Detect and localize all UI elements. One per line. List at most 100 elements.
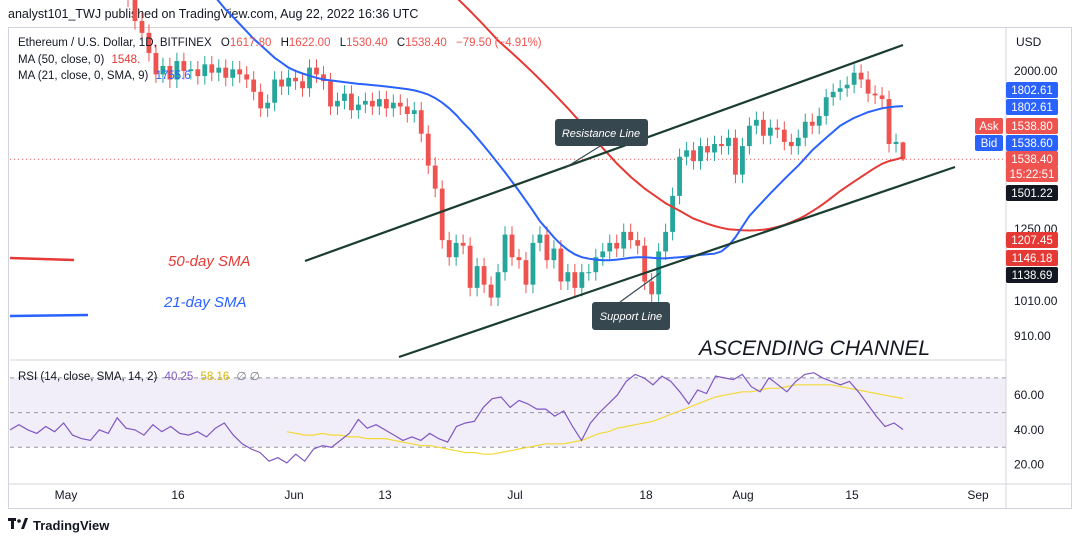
price-badge-label: Bid	[981, 138, 998, 150]
time-tick-label: Jun	[284, 488, 303, 502]
price-badge-label: Ask	[979, 121, 998, 133]
resistance-callout: Resistance Line	[555, 119, 648, 169]
candle-body	[495, 272, 501, 298]
price-badge	[1006, 82, 1058, 98]
price-badge	[1006, 118, 1058, 134]
rsi-axis[interactable]: 60.00 40.00 20.00	[1014, 388, 1044, 471]
c-label: C	[397, 37, 405, 49]
candle-body	[369, 100, 375, 107]
change-value: −79.50 (−4.91%)	[456, 37, 542, 49]
candle-body	[383, 99, 389, 109]
candle-body	[886, 99, 892, 144]
candle-body	[809, 121, 815, 126]
candle-body	[223, 67, 229, 78]
rsi-levels	[10, 377, 1006, 448]
candle-body	[230, 69, 236, 78]
candle-body	[300, 81, 305, 89]
price-badge	[1006, 250, 1058, 266]
time-tick-label: May	[55, 488, 78, 502]
tradingview-brand: TradingView	[33, 518, 110, 533]
time-tick-label: 15	[845, 488, 859, 502]
rsi-line	[9, 372, 904, 464]
candle-body	[767, 127, 773, 136]
candle-body	[802, 121, 808, 138]
ma21-legend-value: 1755.6	[156, 70, 191, 82]
price-tick-label: 910.00	[1014, 329, 1051, 343]
candle-body	[844, 84, 850, 89]
channel-upper-line	[304, 43, 904, 263]
candle-body	[488, 284, 494, 298]
candle-body	[733, 137, 738, 175]
time-tick-label: Sep	[967, 488, 989, 502]
candle-body	[816, 115, 822, 126]
candle-body	[663, 231, 669, 252]
candle-body	[202, 64, 208, 77]
candle-body	[879, 95, 885, 100]
candle-body	[760, 119, 766, 136]
candle-body	[216, 67, 222, 73]
candle-body	[362, 100, 368, 105]
o-label: O	[221, 37, 230, 49]
candle-body	[544, 234, 550, 261]
price-badge	[1006, 151, 1058, 167]
candle-body	[439, 188, 445, 241]
h-label: H	[281, 37, 289, 49]
candle-body	[418, 110, 424, 134]
candle-body	[335, 100, 340, 107]
candle-body	[565, 272, 571, 282]
candle-body	[328, 81, 333, 107]
candle-body	[509, 234, 515, 258]
ma50-legend[interactable]: MA (50, close, 0) 1548.	[18, 54, 140, 66]
candle-body	[558, 248, 564, 282]
candle-body	[621, 231, 627, 249]
candle-body	[209, 64, 215, 73]
candle-body	[397, 102, 403, 107]
ma50-line	[457, 0, 904, 232]
ohlc-legend[interactable]: Ethereum / U.S. Dollar, 1D, BITFINEX O16…	[18, 37, 542, 49]
ma50-legend-label: MA (50, close, 0)	[18, 54, 104, 66]
candle-body	[453, 242, 459, 258]
candle-body	[586, 272, 592, 274]
candle-body	[146, 32, 152, 53]
candle-body	[376, 99, 382, 107]
rsi-tick-label: 60.00	[1014, 388, 1044, 402]
l-value: 1530.40	[346, 37, 388, 49]
candle-body	[237, 69, 243, 75]
candle-body	[404, 106, 410, 115]
candles	[127, 0, 906, 307]
price-tick-label: 1010.00	[1014, 294, 1058, 308]
l-label: L	[340, 37, 347, 49]
candle-body	[160, 65, 166, 75]
candle-body	[851, 72, 857, 85]
candle-body	[677, 156, 682, 196]
candle-body	[656, 251, 662, 295]
rsi-tick-label: 20.00	[1014, 458, 1044, 472]
symbol-label: Ethereum / U.S. Dollar, 1D, BITFINEX	[18, 37, 212, 49]
time-tick-label: 13	[378, 488, 392, 502]
ma21-legend[interactable]: MA (21, close, 0, SMA, 9) 1755.6	[18, 70, 191, 82]
candle-body	[684, 150, 689, 157]
candle-body	[188, 69, 194, 71]
price-badge-label: 15:22:51	[1010, 169, 1055, 181]
candle-body	[635, 240, 641, 246]
candle-body	[293, 77, 298, 82]
candle-body	[607, 242, 613, 252]
tradingview-footer[interactable]: TradingView	[8, 518, 109, 533]
candle-body	[551, 248, 557, 261]
channel-annotation: ASCENDING CHANNEL	[697, 337, 930, 360]
candle-body	[649, 281, 655, 295]
rsi-tick-label: 40.00	[1014, 423, 1044, 437]
price-badge-label: 1802.61	[1011, 85, 1053, 97]
ma50-legend-value: 1548.	[112, 54, 141, 66]
time-axis[interactable]: May 16 Jun 13 Jul 18 Aug 15 Sep	[55, 488, 989, 502]
rsi-legend[interactable]: RSI (14, close, SMA, 14, 2) 40.25 58.16 …	[18, 371, 260, 383]
candle-body	[516, 257, 522, 261]
price-badge-label: 1207.45	[1011, 235, 1053, 247]
candle-body	[753, 119, 759, 126]
sma50-sample-line	[9, 256, 75, 262]
price-badge	[975, 118, 1003, 134]
candle-body	[349, 93, 354, 111]
candle-body	[600, 251, 606, 258]
